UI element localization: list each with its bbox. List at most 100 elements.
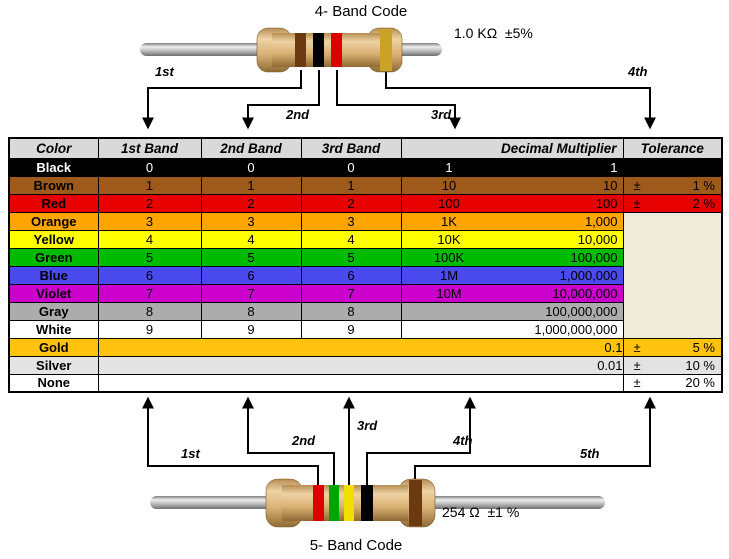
header-3rd-band: 3rd Band xyxy=(300,137,402,159)
band1-value: 2 xyxy=(97,193,202,213)
band-1st-brown xyxy=(295,33,306,67)
color-name: Orange xyxy=(8,211,99,231)
band2-value: 9 xyxy=(200,319,302,339)
band3-value: 0 xyxy=(300,157,402,177)
table-row-red: Red 2 2 2 100 100 ±2 % xyxy=(8,193,723,213)
band-3rd-yellow xyxy=(344,485,354,521)
color-name: Brown xyxy=(8,175,99,195)
band1-value: 9 xyxy=(97,319,202,339)
color-name: Green xyxy=(8,247,99,267)
band3-value: 3 xyxy=(300,211,402,231)
band-5th-brown xyxy=(409,480,422,526)
band2-value: 6 xyxy=(200,265,302,285)
band3-value: 9 xyxy=(300,319,402,339)
band2-value: 1 xyxy=(200,175,302,195)
band2-value: 3 xyxy=(200,211,302,231)
tolerance-cell: ±20 % xyxy=(622,373,723,393)
five-band-resistor xyxy=(150,478,605,528)
four-band-value: 1.0 KΩ ±5% xyxy=(454,25,533,41)
multiplier-full: 0.01 xyxy=(597,357,623,373)
table-row-orange: Orange 3 3 3 1K 1,000 xyxy=(8,211,723,339)
label-4band-4th: 4th xyxy=(628,64,648,79)
tolerance-cell: ±5 % xyxy=(622,337,723,357)
band1-value: 0 xyxy=(97,157,202,177)
tolerance-cell: ±10 % xyxy=(622,355,723,375)
table-row-gray: Gray 8 8 8 100,000,000 xyxy=(8,301,722,321)
band3-value: 8 xyxy=(300,301,402,321)
color-name: Blue xyxy=(8,265,99,285)
header-decimal-multiplier: Decimal Multiplier xyxy=(400,137,624,159)
four-band-title: 4- Band Code xyxy=(314,3,408,20)
band1-value: 4 xyxy=(97,229,202,249)
tolerance-sign: ± xyxy=(633,375,641,391)
multiplier-short: 10K xyxy=(437,231,461,247)
multiplier-short: 1M xyxy=(439,267,459,283)
band2-value: 2 xyxy=(200,193,302,213)
band2-value: 5 xyxy=(200,247,302,267)
multiplier-short: 100K xyxy=(433,249,465,265)
tolerance-sign: ± xyxy=(633,357,641,373)
multiplier-merged-cell: 0.1 xyxy=(97,337,624,357)
multiplier-short: 1 xyxy=(445,159,453,175)
label-4band-1st: 1st xyxy=(155,64,174,79)
tolerance-value: 20 % xyxy=(685,375,715,391)
color-name: Gold xyxy=(8,337,99,357)
table-row-yellow: Yellow 4 4 4 10K 10,000 xyxy=(8,229,722,249)
tolerance-value: 5 % xyxy=(692,339,715,355)
tolerance-cell: ±2 % xyxy=(622,193,723,213)
label-5band-1st: 1st xyxy=(181,446,200,461)
arrow-4band-1st xyxy=(142,70,302,130)
four-band-arrows xyxy=(142,70,656,130)
multiplier-full: 0.1 xyxy=(604,339,623,355)
band1-value: 6 xyxy=(97,265,202,285)
multiplier-short: 10 xyxy=(441,177,457,193)
label-4band-3rd: 3rd xyxy=(431,107,452,122)
tolerance-value: 10 % xyxy=(685,357,715,373)
table-row-none: None ±20 % xyxy=(8,373,723,393)
five-band-title: 5- Band Code xyxy=(309,537,403,554)
table-row-green: Green 5 5 5 100K 100,000 xyxy=(8,247,722,267)
arrow-5band-2nd xyxy=(242,396,335,486)
band-4th-black xyxy=(361,485,373,521)
arrow-4band-4th xyxy=(385,70,656,130)
tolerance-cell xyxy=(622,157,723,177)
band1-value: 1 xyxy=(97,175,202,195)
multiplier-cell: 100 100 xyxy=(400,193,624,213)
tolerance-value: 2 % xyxy=(692,195,715,211)
label-5band-5th: 5th xyxy=(580,446,600,461)
band2-value: 4 xyxy=(200,229,302,249)
multiplier-full: 10,000 xyxy=(577,231,618,247)
color-name: Yellow xyxy=(8,229,99,249)
header-color: Color xyxy=(8,137,99,159)
label-5band-2nd: 2nd xyxy=(292,433,316,448)
multiplier-full: 1,000,000 xyxy=(559,267,618,283)
label-5band-4th: 4th xyxy=(453,433,473,448)
multiplier-short: 1K xyxy=(441,213,457,229)
arrow-4band-3rd xyxy=(336,70,461,130)
arrow-4band-2nd xyxy=(242,70,320,130)
five-band-arrows xyxy=(142,396,656,486)
tolerance-cell: ±1 % xyxy=(622,175,723,195)
band-2nd-black xyxy=(313,33,324,67)
band2-value: 0 xyxy=(200,157,302,177)
color-name: Violet xyxy=(8,283,99,303)
band3-value: 2 xyxy=(300,193,402,213)
label-4band-2nd: 2nd xyxy=(286,107,310,122)
table-row-white: White 9 9 9 1,000,000,000 xyxy=(8,319,722,339)
tolerance-empty-block xyxy=(622,211,723,339)
table-row-gold: Gold 0.1 ±5 % xyxy=(8,337,723,357)
band3-value: 1 xyxy=(300,175,402,195)
band-1st-red xyxy=(313,485,324,521)
table-row-brown: Brown 1 1 1 10 10 ±1 % xyxy=(8,175,723,195)
resistor-body xyxy=(272,33,384,67)
multiplier-full: 100 xyxy=(595,195,618,211)
band3-value: 7 xyxy=(300,283,402,303)
five-band-value: 254 Ω ±1 % xyxy=(442,504,520,520)
color-name: Silver xyxy=(8,355,99,375)
band1-value: 5 xyxy=(97,247,202,267)
band-4th-gold xyxy=(380,29,392,71)
multiplier-merged-cell: 0.01 xyxy=(97,355,624,375)
